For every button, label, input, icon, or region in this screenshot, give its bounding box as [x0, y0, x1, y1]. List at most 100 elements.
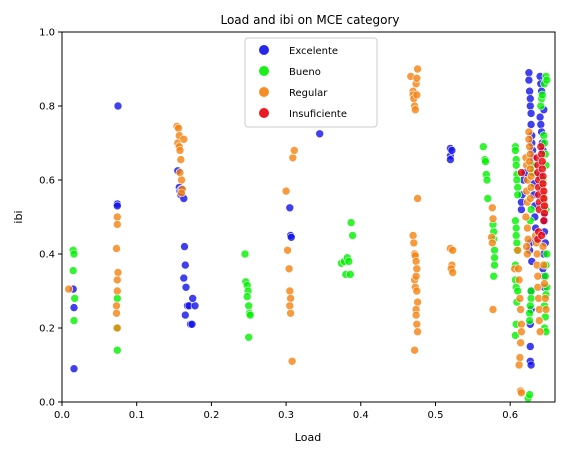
data-point-regular [285, 301, 295, 311]
data-point-insuficiente [538, 172, 548, 181]
data-point-bueno [542, 75, 552, 85]
data-point-regular [410, 105, 420, 114]
data-point-insuficiente [539, 194, 549, 203]
data-point-regular [525, 157, 534, 166]
data-point-excelente [69, 303, 79, 312]
data-point-regular [488, 214, 498, 224]
data-point-excelente [525, 342, 535, 351]
data-point-regular [539, 260, 549, 270]
data-point-bueno [526, 205, 536, 214]
data-point-regular [285, 286, 295, 296]
chart-title: Load and ibi on MCE category [220, 13, 399, 27]
data-point-regular [112, 301, 121, 311]
data-point-regular [448, 268, 458, 277]
data-point-regular [283, 246, 292, 255]
data-point-regular [411, 271, 421, 281]
data-point-excelente [446, 155, 455, 164]
data-point-regular [523, 223, 532, 233]
legend: Excelente Bueno Regular Insuficiente [244, 37, 378, 128]
data-point-regular [177, 175, 186, 185]
data-point-regular [515, 294, 525, 303]
data-point-regular [538, 242, 548, 251]
data-point-bueno [512, 175, 522, 185]
y-axis-label: ibi [12, 210, 25, 223]
data-point-bueno [489, 271, 499, 281]
data-point-bueno [482, 175, 492, 185]
data-point-regular [411, 257, 421, 266]
data-point-excelente [180, 242, 189, 251]
legend-marker-excelente [259, 45, 269, 55]
data-point-bueno [346, 218, 356, 227]
data-point-bueno [242, 292, 252, 301]
data-point-regular [284, 264, 294, 274]
data-point-bueno [348, 231, 357, 240]
data-point-regular [412, 319, 422, 329]
legend-marker-bueno [259, 66, 269, 76]
data-point-regular [112, 308, 121, 318]
data-point-regular [409, 238, 419, 248]
data-point-regular [517, 388, 526, 398]
data-point-regular [517, 327, 526, 337]
data-point-bueno [244, 301, 253, 311]
data-point-excelente [187, 319, 197, 329]
data-point-excelente [285, 203, 295, 213]
data-point-regular [288, 153, 298, 163]
data-point-regular [113, 275, 122, 285]
data-point-insuficiente [537, 157, 547, 166]
data-point-regular [540, 294, 550, 303]
data-point-bueno [490, 253, 499, 263]
data-point-regular [516, 338, 525, 348]
data-point-bueno [490, 260, 499, 270]
data-point-regular [179, 135, 189, 144]
data-point-regular [487, 238, 497, 248]
x-tick-label: 0.1 [129, 410, 145, 421]
data-point-bueno [536, 101, 546, 111]
data-point-insuficiente [539, 216, 549, 225]
legend-label-insuficiente: Insuficiente [289, 109, 347, 120]
data-point-excelente [69, 364, 79, 374]
data-point-bueno [240, 249, 250, 259]
data-point-regular [413, 194, 422, 203]
data-point-regular [534, 316, 544, 325]
data-point-excelente [536, 120, 546, 129]
data-point-regular [113, 220, 122, 229]
x-tick-label: 0.6 [502, 410, 518, 421]
legend-marker-insuficiente [259, 108, 269, 118]
data-point-regular [176, 155, 186, 164]
data-point-bueno [113, 345, 122, 355]
data-point-regular [412, 74, 422, 83]
data-point-regular [522, 242, 531, 251]
data-point-excelente [190, 301, 200, 311]
data-point-excelente [181, 310, 190, 320]
x-tick-label: 0.0 [54, 410, 70, 421]
data-point-bueno [511, 216, 520, 225]
data-point-regular [411, 310, 421, 320]
data-point-regular [113, 212, 122, 222]
data-point-excelente [524, 75, 534, 85]
data-point-regular [514, 264, 523, 274]
data-point-regular [514, 275, 524, 285]
data-point-excelente [113, 201, 122, 211]
data-point-regular [525, 194, 535, 203]
legend-label-bueno: Bueno [289, 67, 321, 78]
data-point-regular [286, 294, 295, 303]
data-point-regular [487, 203, 497, 213]
data-point-excelente [525, 94, 535, 103]
legend-box [244, 37, 378, 128]
data-point-bueno [526, 294, 536, 303]
data-point-regular [525, 164, 535, 174]
y-tick-label: 0.6 [39, 176, 55, 187]
data-point-excelente [526, 120, 536, 129]
data-point-regular [524, 135, 534, 144]
data-point-excelente [447, 146, 457, 155]
data-point-bueno [537, 90, 547, 100]
data-point-bueno [511, 160, 521, 170]
data-point-bueno [542, 249, 552, 259]
x-tick-label: 0.4 [353, 410, 369, 421]
x-axis-ticks: 0.0 0.1 0.2 0.3 0.4 0.5 0.6 [54, 402, 518, 421]
data-point-bueno [69, 249, 79, 259]
data-point-bueno [513, 286, 523, 296]
data-point-insuficiente [540, 201, 549, 211]
data-point-regular [517, 319, 526, 329]
data-point-regular [525, 142, 534, 151]
